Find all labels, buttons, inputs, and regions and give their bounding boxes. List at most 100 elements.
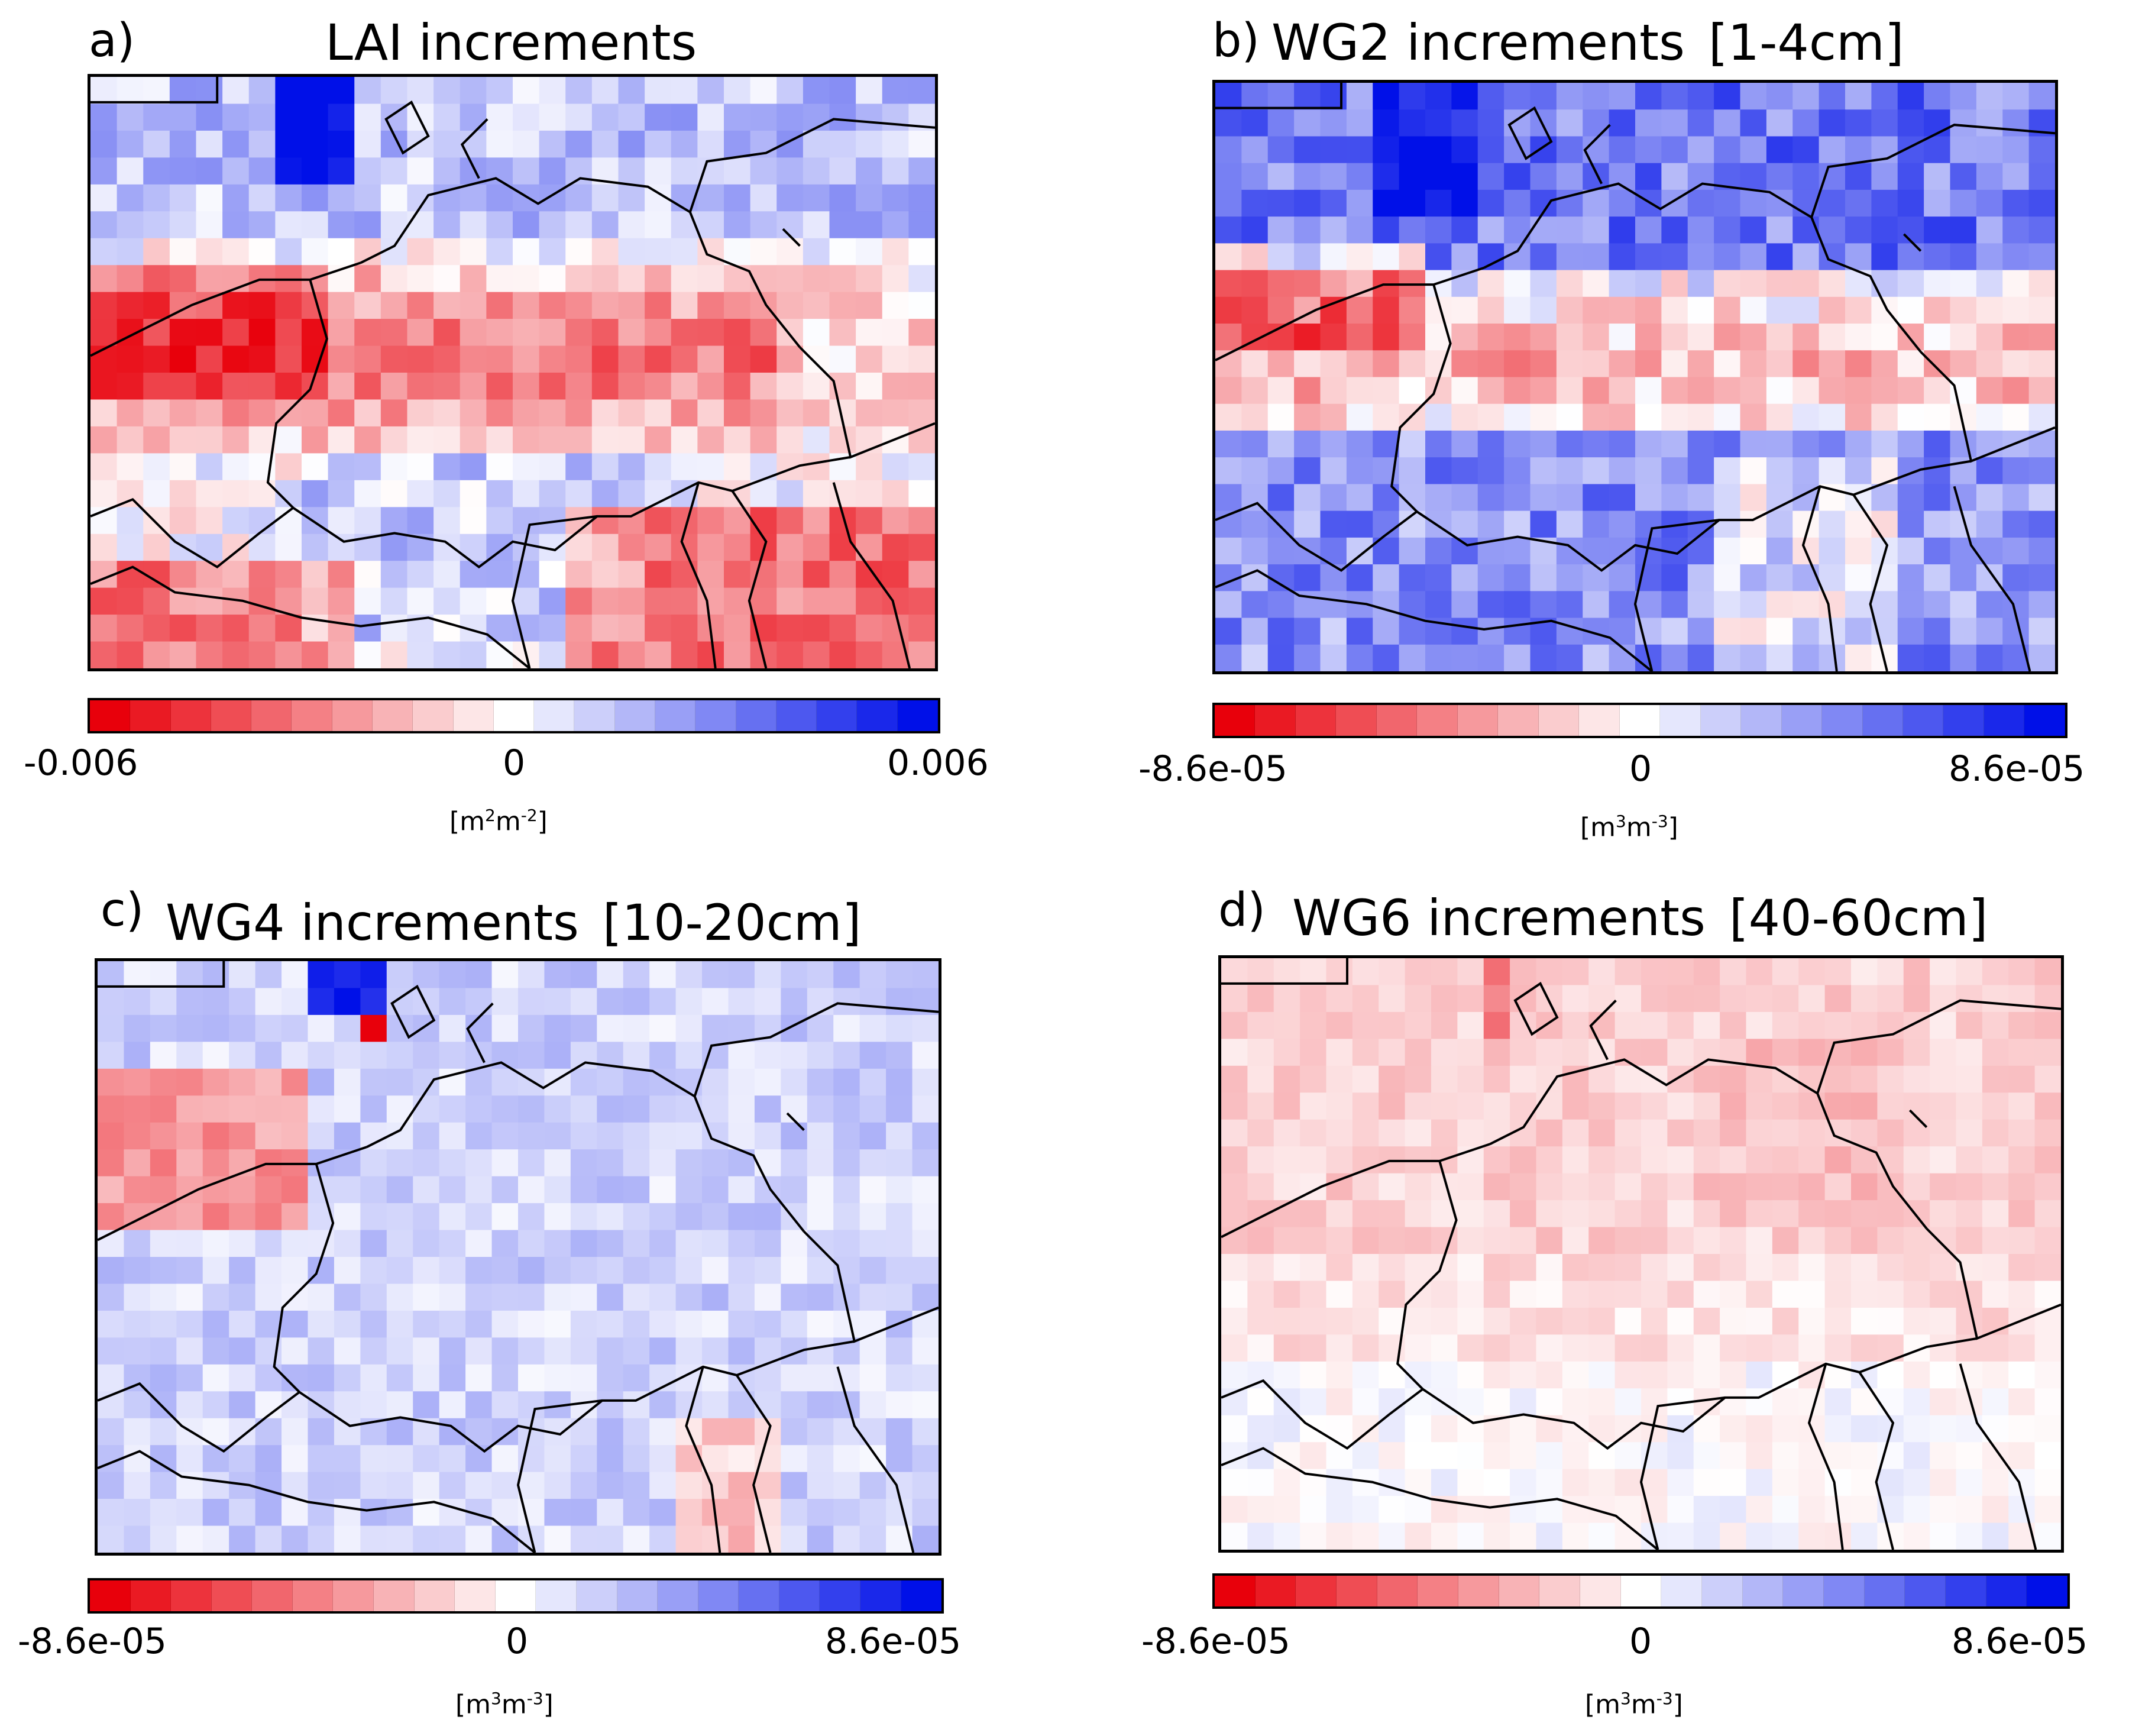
grid-cell bbox=[675, 1042, 703, 1069]
grid-cell bbox=[1819, 136, 1846, 164]
grid-cell bbox=[2008, 1281, 2036, 1308]
grid-cell bbox=[433, 615, 461, 642]
grid-cell bbox=[1300, 1011, 1327, 1040]
grid-cell bbox=[1897, 216, 1924, 244]
grid-cell bbox=[544, 1337, 571, 1365]
grid-cell bbox=[829, 426, 856, 454]
grid-cell bbox=[229, 1337, 256, 1365]
grid-cell bbox=[544, 1472, 571, 1499]
grid-cell bbox=[433, 453, 461, 481]
grid-cell bbox=[229, 1203, 256, 1231]
grid-cell bbox=[1661, 109, 1688, 137]
grid-cell bbox=[908, 453, 935, 481]
grid-cell bbox=[1903, 1281, 1930, 1308]
grid-cell bbox=[2034, 1227, 2061, 1255]
grid-cell bbox=[1667, 1200, 1694, 1228]
grid-cell bbox=[1562, 1119, 1589, 1147]
grid-cell bbox=[1425, 644, 1452, 671]
grid-cell bbox=[439, 1257, 466, 1285]
grid-cell bbox=[1457, 1307, 1484, 1336]
country-border bbox=[783, 229, 800, 246]
grid-cell bbox=[833, 1042, 860, 1069]
grid-cell bbox=[1871, 430, 1898, 458]
grid-cell bbox=[1845, 403, 1872, 431]
grid-cell bbox=[754, 1042, 782, 1069]
grid-cell bbox=[618, 265, 645, 293]
grid-cell bbox=[1457, 1039, 1484, 1066]
grid-cell bbox=[1451, 163, 1478, 190]
grid-cell bbox=[882, 130, 910, 159]
grid-cell bbox=[856, 77, 883, 105]
grid-cell bbox=[1352, 1254, 1379, 1282]
grid-cell bbox=[1720, 1065, 1747, 1093]
grid-cell bbox=[675, 1149, 703, 1177]
grid-cell bbox=[413, 1310, 440, 1339]
grid-cell bbox=[803, 480, 830, 507]
grid-cell bbox=[1273, 1522, 1300, 1550]
grid-cell bbox=[1845, 430, 1872, 458]
grid-cell bbox=[465, 1014, 493, 1043]
grid-cell bbox=[513, 345, 540, 373]
grid-cell bbox=[1294, 644, 1321, 671]
grid-cell bbox=[328, 184, 355, 212]
grid-cell bbox=[1451, 216, 1478, 244]
grid-cell bbox=[248, 345, 276, 373]
grid-cell bbox=[380, 373, 408, 400]
grid-cell bbox=[1661, 430, 1688, 458]
grid-cell bbox=[539, 641, 566, 668]
grid-cell bbox=[908, 238, 935, 266]
grid-cell bbox=[98, 1337, 125, 1365]
grid-cell bbox=[618, 480, 645, 507]
colorbar-segment bbox=[211, 700, 252, 731]
grid-cell bbox=[856, 130, 883, 159]
country-border bbox=[690, 119, 935, 212]
grid-cell bbox=[781, 1095, 808, 1123]
grid-cell bbox=[90, 534, 118, 561]
grid-cell bbox=[1635, 510, 1662, 538]
grid-cell bbox=[176, 1284, 203, 1311]
grid-cell bbox=[380, 453, 408, 481]
grid-cell bbox=[1477, 484, 1504, 512]
grid-cell bbox=[90, 453, 118, 481]
country-border bbox=[98, 961, 224, 987]
grid-cell bbox=[859, 1122, 886, 1150]
grid-cell bbox=[202, 1499, 229, 1527]
grid-cell bbox=[354, 507, 381, 535]
grid-cell bbox=[1635, 270, 1662, 298]
grid-cell bbox=[98, 1014, 125, 1043]
grid-cell bbox=[90, 319, 118, 347]
grid-cell bbox=[1792, 644, 1820, 671]
grid-cell bbox=[222, 77, 250, 105]
grid-cell bbox=[1766, 270, 1793, 298]
grid-cell bbox=[328, 641, 355, 668]
grid-cell bbox=[856, 480, 883, 507]
grid-cell bbox=[1536, 1388, 1563, 1416]
grid-cell bbox=[1273, 1173, 1300, 1201]
grid-cell bbox=[248, 238, 276, 266]
panel-a-colorbar-unit: [m2m-2] bbox=[449, 806, 548, 837]
grid-cell bbox=[328, 345, 355, 373]
grid-cell bbox=[1950, 537, 1977, 565]
grid-cell bbox=[1320, 484, 1347, 512]
grid-cell bbox=[1273, 1496, 1300, 1524]
grid-cell bbox=[1641, 1469, 1668, 1496]
colorbar-segment bbox=[1700, 705, 1742, 736]
grid-cell bbox=[1352, 1011, 1379, 1040]
grid-cell bbox=[886, 1391, 913, 1419]
grid-cell bbox=[1714, 189, 1741, 217]
grid-cell bbox=[1562, 1496, 1589, 1524]
grid-cell bbox=[1693, 1281, 1720, 1308]
grid-cell bbox=[1641, 1119, 1668, 1147]
grid-cell bbox=[386, 1499, 413, 1527]
grid-cell bbox=[1504, 618, 1531, 645]
grid-cell bbox=[518, 1391, 545, 1419]
grid-cell bbox=[1536, 958, 1563, 986]
colorbar-segment bbox=[493, 700, 535, 731]
grid-cell bbox=[1562, 1334, 1589, 1362]
grid-cell bbox=[460, 77, 487, 105]
grid-cell bbox=[565, 480, 593, 507]
grid-cell bbox=[1562, 1415, 1589, 1443]
grid-cell bbox=[1982, 1200, 2009, 1228]
grid-cell bbox=[1431, 958, 1458, 986]
grid-cell bbox=[1798, 1173, 1826, 1201]
